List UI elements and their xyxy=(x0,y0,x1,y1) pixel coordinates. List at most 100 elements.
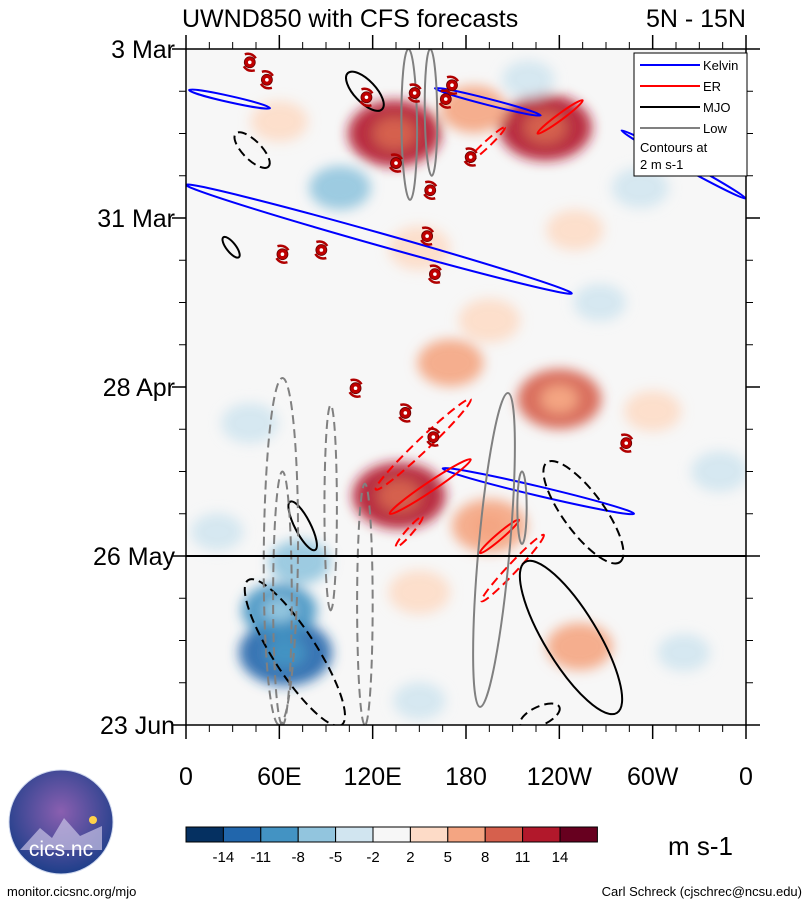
colorbar-label: -5 xyxy=(329,849,342,866)
cyclone-arm xyxy=(275,244,290,264)
cyclone-arm xyxy=(427,264,442,284)
colorbar-label: -8 xyxy=(292,849,305,866)
chart-title: UWND850 with CFS forecasts xyxy=(182,5,518,33)
anomaly-patch xyxy=(691,451,746,492)
anomaly-patch xyxy=(393,682,446,720)
tropical-cyclone-icon xyxy=(438,89,453,109)
colorbar-label: 11 xyxy=(515,849,531,866)
cyclone-arm xyxy=(619,433,634,453)
x-tick-label: 180 xyxy=(445,763,487,791)
colorbar-swatch xyxy=(484,826,524,843)
er-contour xyxy=(388,458,472,516)
cyclone-eye xyxy=(394,161,398,165)
cyclone-arm xyxy=(426,427,441,447)
tropical-cyclone-icon xyxy=(275,244,290,264)
cyclone-eye xyxy=(425,234,429,238)
cyclone-eye xyxy=(443,97,448,101)
cyclone-eye xyxy=(247,60,252,65)
mjo-contour xyxy=(542,460,625,565)
colorbar-swatch xyxy=(335,826,374,843)
y-tick-label: 31 Mar xyxy=(97,205,175,233)
cyclone-eye xyxy=(265,77,269,82)
anomaly-core xyxy=(379,480,420,511)
kelvin-contour xyxy=(441,467,636,516)
tropical-cyclone-icon xyxy=(259,70,274,90)
er-contour xyxy=(478,518,520,555)
anomaly-patch xyxy=(624,390,682,432)
anomaly-core xyxy=(525,112,566,143)
colorbar-label: 5 xyxy=(444,849,452,866)
cyclone-arm xyxy=(388,153,404,173)
mjo-contour xyxy=(221,235,241,259)
colorbar-label: 14 xyxy=(552,849,569,866)
cyclone-eye xyxy=(624,441,629,445)
cyclone-arm xyxy=(314,240,329,260)
anomaly-core xyxy=(541,385,578,413)
anomaly-patch xyxy=(546,622,613,671)
anomaly-patch xyxy=(458,298,521,343)
cics-logo: cics.nc xyxy=(8,769,114,875)
anomaly-patch xyxy=(221,402,279,444)
kelvin-contour xyxy=(433,86,542,117)
cyclone-eye xyxy=(364,95,369,100)
cyclone-arm xyxy=(348,378,363,398)
x-tick-label: 120E xyxy=(343,763,401,791)
x-tick-label: 60W xyxy=(627,763,679,791)
low-contour xyxy=(323,404,338,612)
chart-subtitle: 5N - 15N xyxy=(646,5,746,33)
y-tick-label: 28 Apr xyxy=(103,374,175,402)
er-contour xyxy=(480,533,545,603)
cyclone-arm xyxy=(463,147,478,167)
anomaly-patch xyxy=(250,101,308,142)
er-contour xyxy=(536,99,584,135)
anomaly-patch xyxy=(417,339,484,387)
cyclone-eye xyxy=(403,411,408,415)
colorbar-label: -11 xyxy=(251,849,272,866)
tropical-cyclone-icon xyxy=(407,83,422,103)
y-tick-label: 23 Jun xyxy=(100,712,175,740)
colorbar-swatch xyxy=(447,826,486,843)
cyclone-arm xyxy=(242,52,257,73)
tropical-cyclone-icon xyxy=(388,153,404,173)
mjo-contour xyxy=(518,559,624,716)
legend-note-1: Contours at xyxy=(640,140,708,155)
anomaly-patch xyxy=(573,283,627,322)
x-tick-label: 60E xyxy=(257,763,301,791)
low-contour xyxy=(516,470,528,545)
cyclone-eye xyxy=(353,386,358,391)
cyclone-arm xyxy=(420,226,435,246)
tropical-cyclone-icon xyxy=(398,403,413,423)
low-contour xyxy=(472,392,516,708)
mjo-contour xyxy=(345,70,385,112)
cyclone-eye xyxy=(431,435,436,439)
tropical-cyclone-icon xyxy=(242,52,257,73)
tropical-cyclone-icon xyxy=(348,378,363,398)
er-contour xyxy=(394,515,424,549)
tropical-cyclone-icon xyxy=(426,427,441,447)
anomaly-patch xyxy=(309,165,371,210)
mjo-contour xyxy=(287,500,318,552)
anomaly-patch xyxy=(657,633,711,672)
cyclone-eye xyxy=(450,83,454,88)
colorbar-swatch xyxy=(185,826,224,843)
cyclone-arm xyxy=(423,180,438,200)
cyclone-eye xyxy=(468,155,473,159)
y-tick-label: 26 May xyxy=(93,543,175,571)
anomaly-patch xyxy=(388,570,451,615)
legend-label-kelvin: Kelvin xyxy=(703,58,738,73)
legend-label-mjo: MJO xyxy=(703,100,730,115)
anomaly-patch xyxy=(190,513,244,551)
colorbar-label: -2 xyxy=(366,849,379,866)
mjo-contour xyxy=(233,131,271,169)
colorbar-label: 2 xyxy=(406,849,414,866)
footer-url[interactable]: monitor.cicsnc.org/mjo xyxy=(7,884,137,899)
cyclone-arm xyxy=(438,89,453,109)
footer-author: Carl Schreck (cjschrec@ncsu.edu) xyxy=(601,884,802,899)
anomaly-patch xyxy=(268,540,331,585)
cyclone-arm xyxy=(407,83,422,103)
legend-note-2: 2 m s-1 xyxy=(640,157,683,172)
cyclone-eye xyxy=(319,248,324,252)
colorbar-swatch xyxy=(409,826,449,843)
anomaly-core xyxy=(374,118,415,149)
